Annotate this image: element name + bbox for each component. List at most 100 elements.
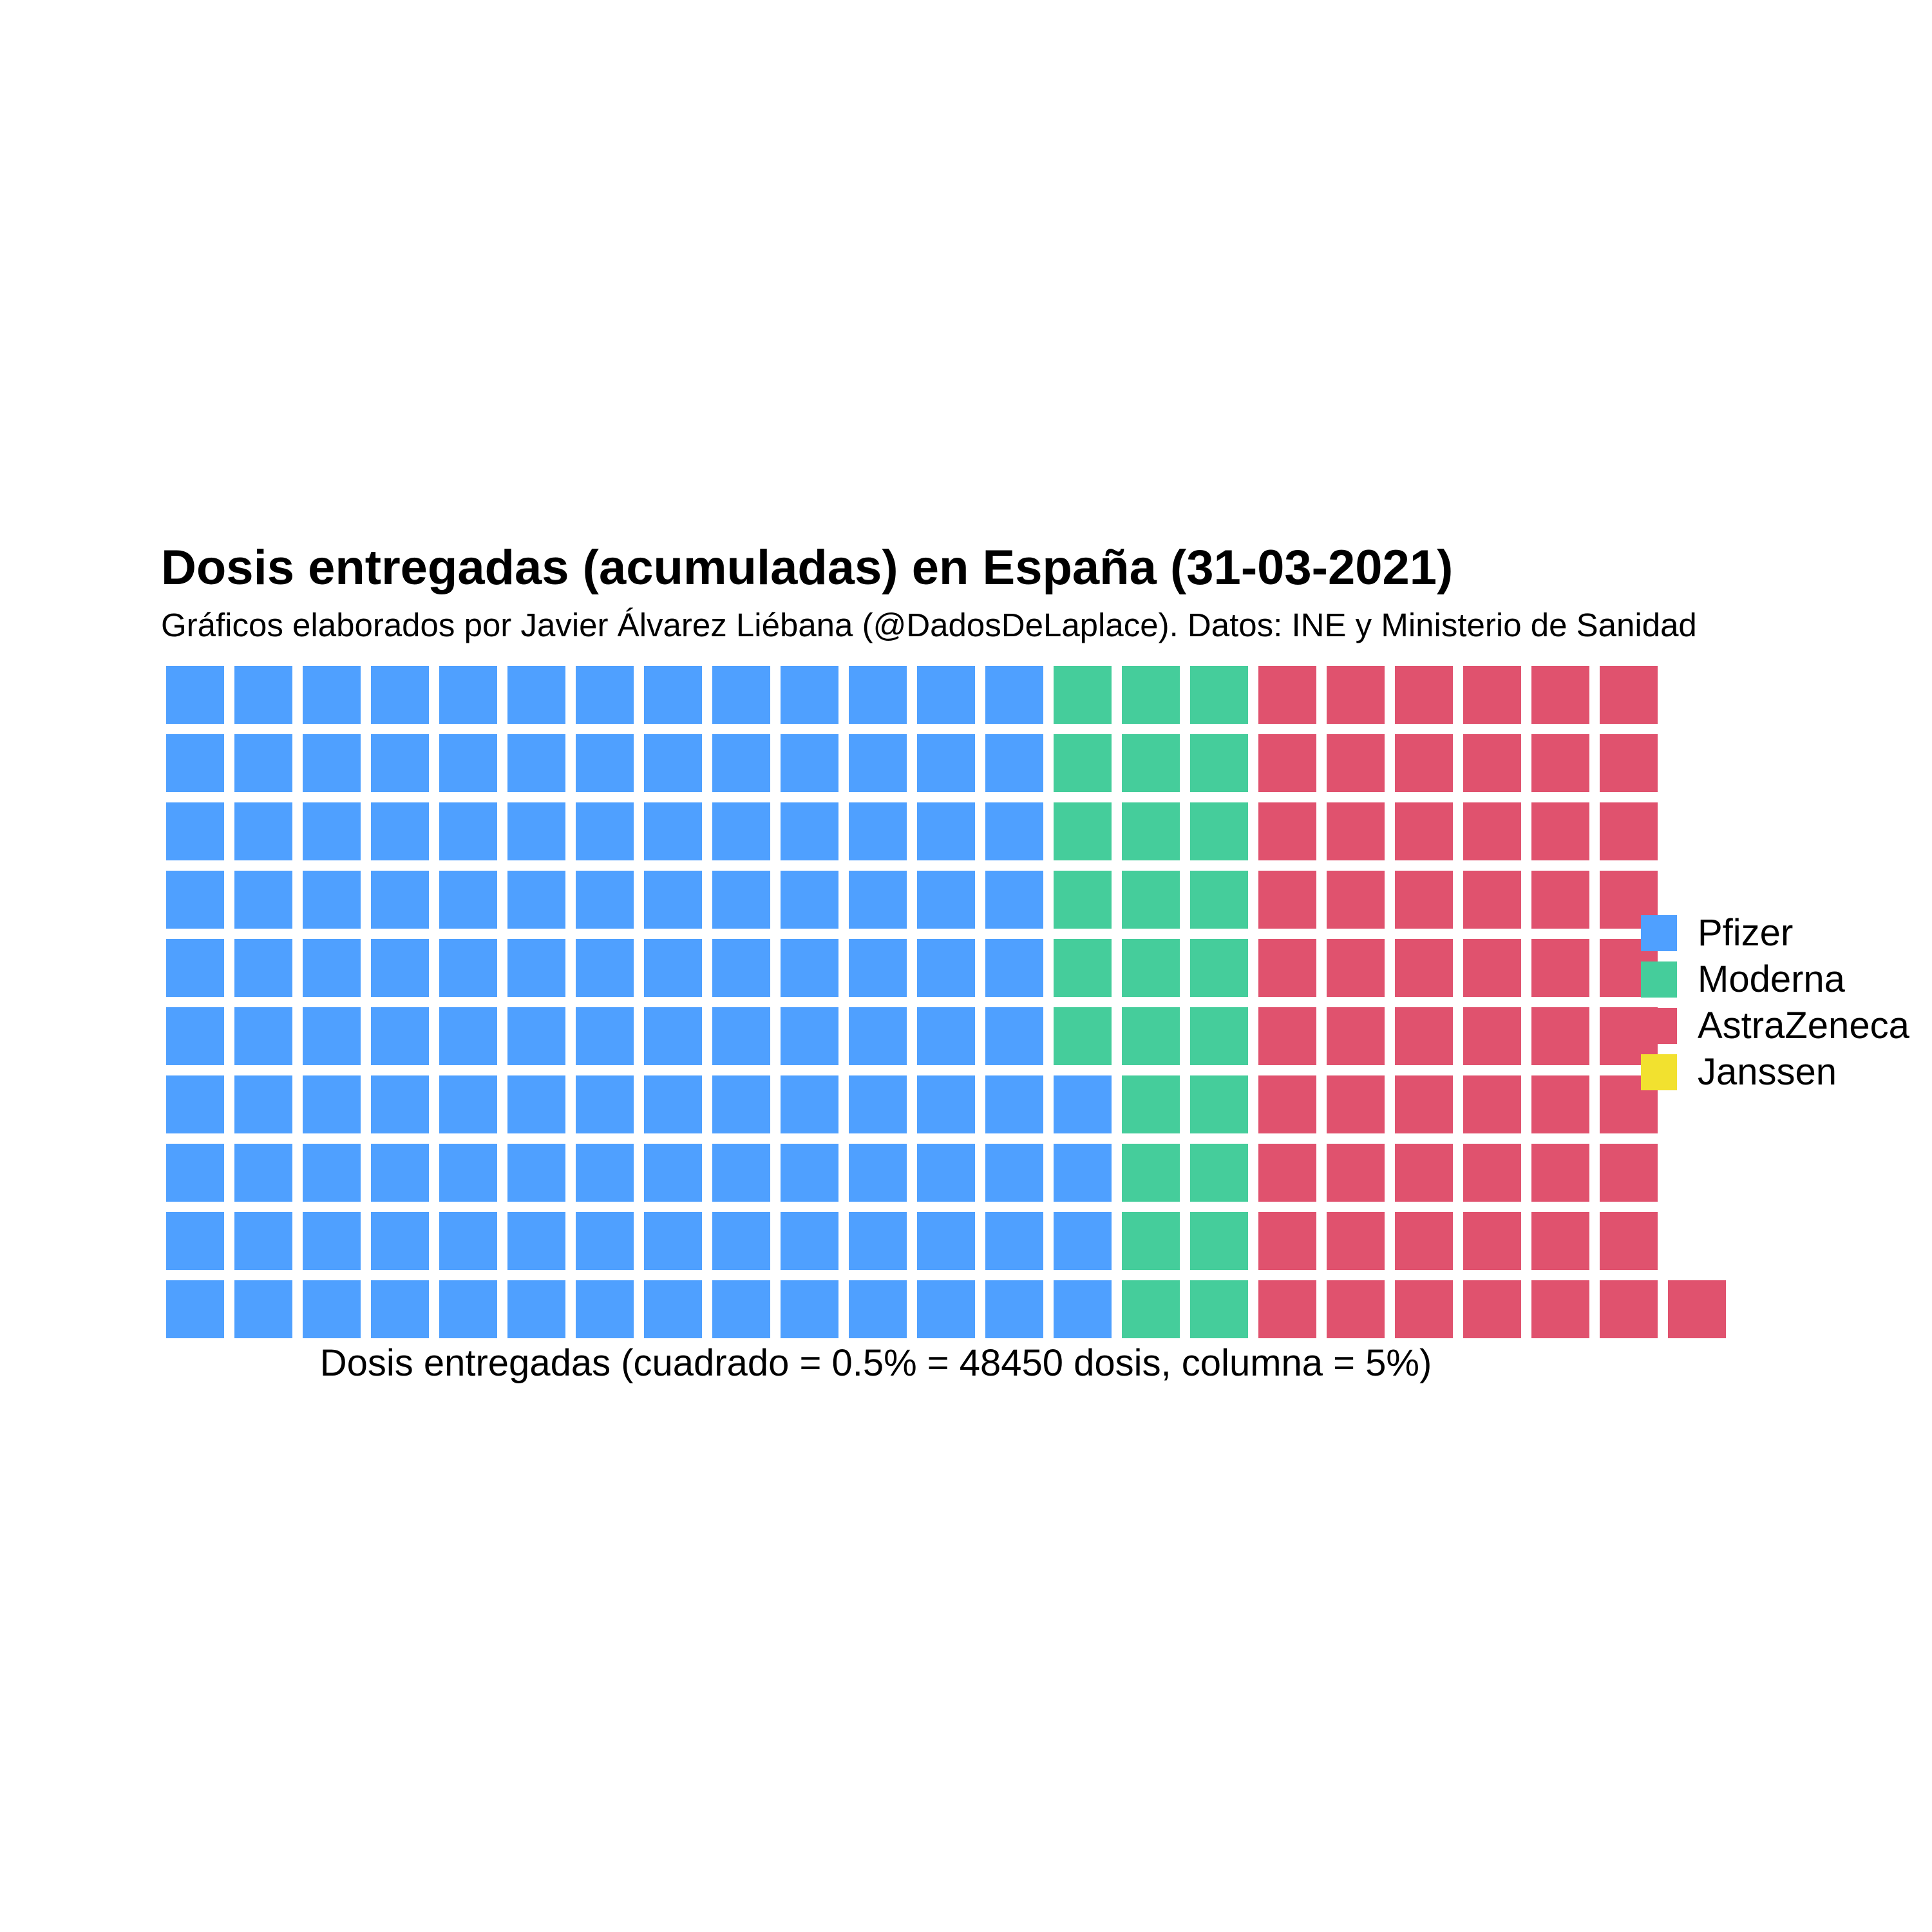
waffle-square-pfizer bbox=[166, 1280, 224, 1338]
waffle-square-pfizer bbox=[303, 939, 361, 997]
waffle-square-astrazeneca bbox=[1463, 734, 1521, 792]
legend-swatch bbox=[1641, 961, 1677, 998]
waffle-square-astrazeneca bbox=[1531, 1007, 1589, 1065]
waffle-square-pfizer bbox=[371, 666, 429, 724]
waffle-square-pfizer bbox=[234, 1280, 292, 1338]
waffle-square-pfizer bbox=[985, 939, 1043, 997]
waffle-square-pfizer bbox=[371, 1280, 429, 1338]
waffle-square-moderna bbox=[1122, 1212, 1180, 1270]
waffle-square-pfizer bbox=[985, 1212, 1043, 1270]
waffle-square-pfizer bbox=[576, 939, 634, 997]
waffle-square-astrazeneca bbox=[1531, 1280, 1589, 1338]
waffle-square-pfizer bbox=[781, 871, 838, 929]
waffle-square-astrazeneca bbox=[1395, 1075, 1453, 1133]
waffle-square-pfizer bbox=[371, 734, 429, 792]
waffle-square-pfizer bbox=[507, 1212, 565, 1270]
waffle-square-pfizer bbox=[507, 1075, 565, 1133]
waffle-square-pfizer bbox=[849, 1212, 907, 1270]
waffle-square-pfizer bbox=[371, 802, 429, 860]
waffle-square-pfizer bbox=[781, 802, 838, 860]
waffle-square-pfizer bbox=[712, 802, 770, 860]
waffle-square-pfizer bbox=[1054, 1144, 1112, 1202]
waffle-square-astrazeneca bbox=[1600, 1280, 1658, 1338]
waffle-square-pfizer bbox=[576, 1280, 634, 1338]
waffle-square-moderna bbox=[1054, 666, 1112, 724]
waffle-square-astrazeneca bbox=[1258, 734, 1316, 792]
legend-swatch bbox=[1641, 915, 1677, 951]
waffle-square-pfizer bbox=[849, 1007, 907, 1065]
waffle-square-pfizer bbox=[303, 1212, 361, 1270]
waffle-square-pfizer bbox=[166, 939, 224, 997]
waffle-square-pfizer bbox=[917, 1144, 975, 1202]
waffle-square-astrazeneca bbox=[1327, 871, 1385, 929]
waffle-square-pfizer bbox=[234, 734, 292, 792]
waffle-square-pfizer bbox=[303, 1144, 361, 1202]
waffle-square-pfizer bbox=[371, 939, 429, 997]
waffle-square-astrazeneca bbox=[1463, 1007, 1521, 1065]
waffle-square-pfizer bbox=[439, 1144, 497, 1202]
waffle-square-pfizer bbox=[166, 871, 224, 929]
waffle-square-astrazeneca bbox=[1327, 1144, 1385, 1202]
waffle-square-pfizer bbox=[712, 1007, 770, 1065]
waffle-square-pfizer bbox=[507, 1280, 565, 1338]
waffle-square-pfizer bbox=[712, 871, 770, 929]
waffle-square-astrazeneca bbox=[1258, 871, 1316, 929]
waffle-square-astrazeneca bbox=[1463, 1280, 1521, 1338]
waffle-square-astrazeneca bbox=[1395, 1212, 1453, 1270]
waffle-square-pfizer bbox=[166, 1007, 224, 1065]
waffle-square-astrazeneca bbox=[1327, 1212, 1385, 1270]
waffle-square-pfizer bbox=[371, 1075, 429, 1133]
waffle-square-astrazeneca bbox=[1258, 1075, 1316, 1133]
waffle-square-moderna bbox=[1122, 1144, 1180, 1202]
x-axis-label: Dosis entregadas (cuadrado = 0.5% = 4845… bbox=[319, 1342, 1432, 1384]
waffle-square-pfizer bbox=[234, 871, 292, 929]
waffle-square-pfizer bbox=[644, 666, 702, 724]
waffle-square-astrazeneca bbox=[1327, 802, 1385, 860]
waffle-square-astrazeneca bbox=[1531, 1075, 1589, 1133]
waffle-square-pfizer bbox=[439, 1280, 497, 1338]
waffle-square-moderna bbox=[1054, 939, 1112, 997]
waffle-square-pfizer bbox=[917, 802, 975, 860]
waffle-square-pfizer bbox=[849, 939, 907, 997]
waffle-square-pfizer bbox=[917, 1280, 975, 1338]
waffle-square-pfizer bbox=[166, 1144, 224, 1202]
waffle-square-pfizer bbox=[781, 1212, 838, 1270]
waffle-square-moderna bbox=[1122, 939, 1180, 997]
waffle-square-pfizer bbox=[303, 1075, 361, 1133]
waffle-square-pfizer bbox=[644, 939, 702, 997]
waffle-square-pfizer bbox=[439, 1075, 497, 1133]
waffle-square-astrazeneca bbox=[1463, 1075, 1521, 1133]
waffle-square-astrazeneca bbox=[1531, 802, 1589, 860]
waffle-square-pfizer bbox=[644, 734, 702, 792]
waffle-square-pfizer bbox=[985, 1280, 1043, 1338]
waffle-square-astrazeneca bbox=[1327, 939, 1385, 997]
waffle-square-astrazeneca bbox=[1463, 871, 1521, 929]
waffle-square-pfizer bbox=[849, 871, 907, 929]
waffle-square-pfizer bbox=[234, 939, 292, 997]
waffle-square-astrazeneca bbox=[1668, 1280, 1726, 1338]
waffle-square-pfizer bbox=[166, 1212, 224, 1270]
waffle-square-pfizer bbox=[781, 1144, 838, 1202]
waffle-square-pfizer bbox=[371, 1212, 429, 1270]
waffle-square-pfizer bbox=[576, 871, 634, 929]
waffle-square-astrazeneca bbox=[1395, 734, 1453, 792]
waffle-square-astrazeneca bbox=[1395, 1007, 1453, 1065]
waffle-square-pfizer bbox=[644, 1280, 702, 1338]
waffle-square-pfizer bbox=[781, 1280, 838, 1338]
legend-label: Janssen bbox=[1698, 1051, 1837, 1093]
waffle-square-pfizer bbox=[781, 939, 838, 997]
waffle-square-pfizer bbox=[303, 666, 361, 724]
waffle-square-pfizer bbox=[644, 1007, 702, 1065]
waffle-square-pfizer bbox=[644, 1075, 702, 1133]
legend-label: AstraZeneca bbox=[1698, 1005, 1909, 1046]
waffle-square-pfizer bbox=[712, 1075, 770, 1133]
waffle-square-pfizer bbox=[439, 802, 497, 860]
waffle-square-moderna bbox=[1122, 871, 1180, 929]
waffle-square-pfizer bbox=[439, 939, 497, 997]
waffle-square-pfizer bbox=[644, 871, 702, 929]
waffle-square-moderna bbox=[1190, 734, 1248, 792]
waffle-square-astrazeneca bbox=[1531, 666, 1589, 724]
waffle-square-pfizer bbox=[849, 802, 907, 860]
waffle-square-astrazeneca bbox=[1395, 666, 1453, 724]
waffle-square-pfizer bbox=[917, 871, 975, 929]
